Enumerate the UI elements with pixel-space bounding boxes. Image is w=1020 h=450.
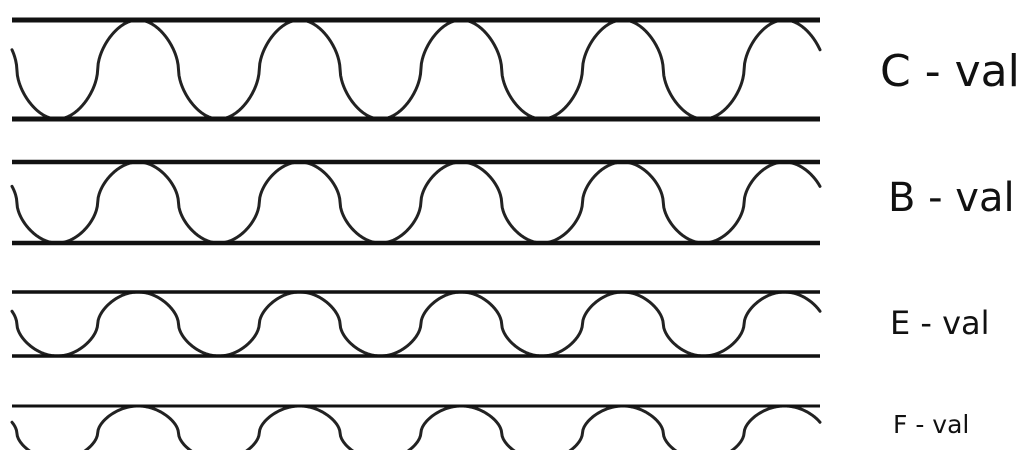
flute-profile-e bbox=[10, 290, 822, 358]
flute-label-c: C - val bbox=[880, 46, 1020, 97]
flute-label-b: B - val bbox=[888, 175, 1015, 221]
flute-wave-c bbox=[10, 18, 822, 121]
flute-profile-c bbox=[10, 17, 822, 122]
flute-profile-f bbox=[10, 404, 822, 450]
flute-wave-f bbox=[10, 404, 822, 450]
flute-wave-e bbox=[10, 290, 822, 358]
flute-label-e: E - val bbox=[890, 304, 990, 342]
flute-wave-b bbox=[10, 160, 822, 245]
flute-label-f: F - val bbox=[893, 410, 970, 439]
flute-profile-b bbox=[10, 159, 822, 246]
